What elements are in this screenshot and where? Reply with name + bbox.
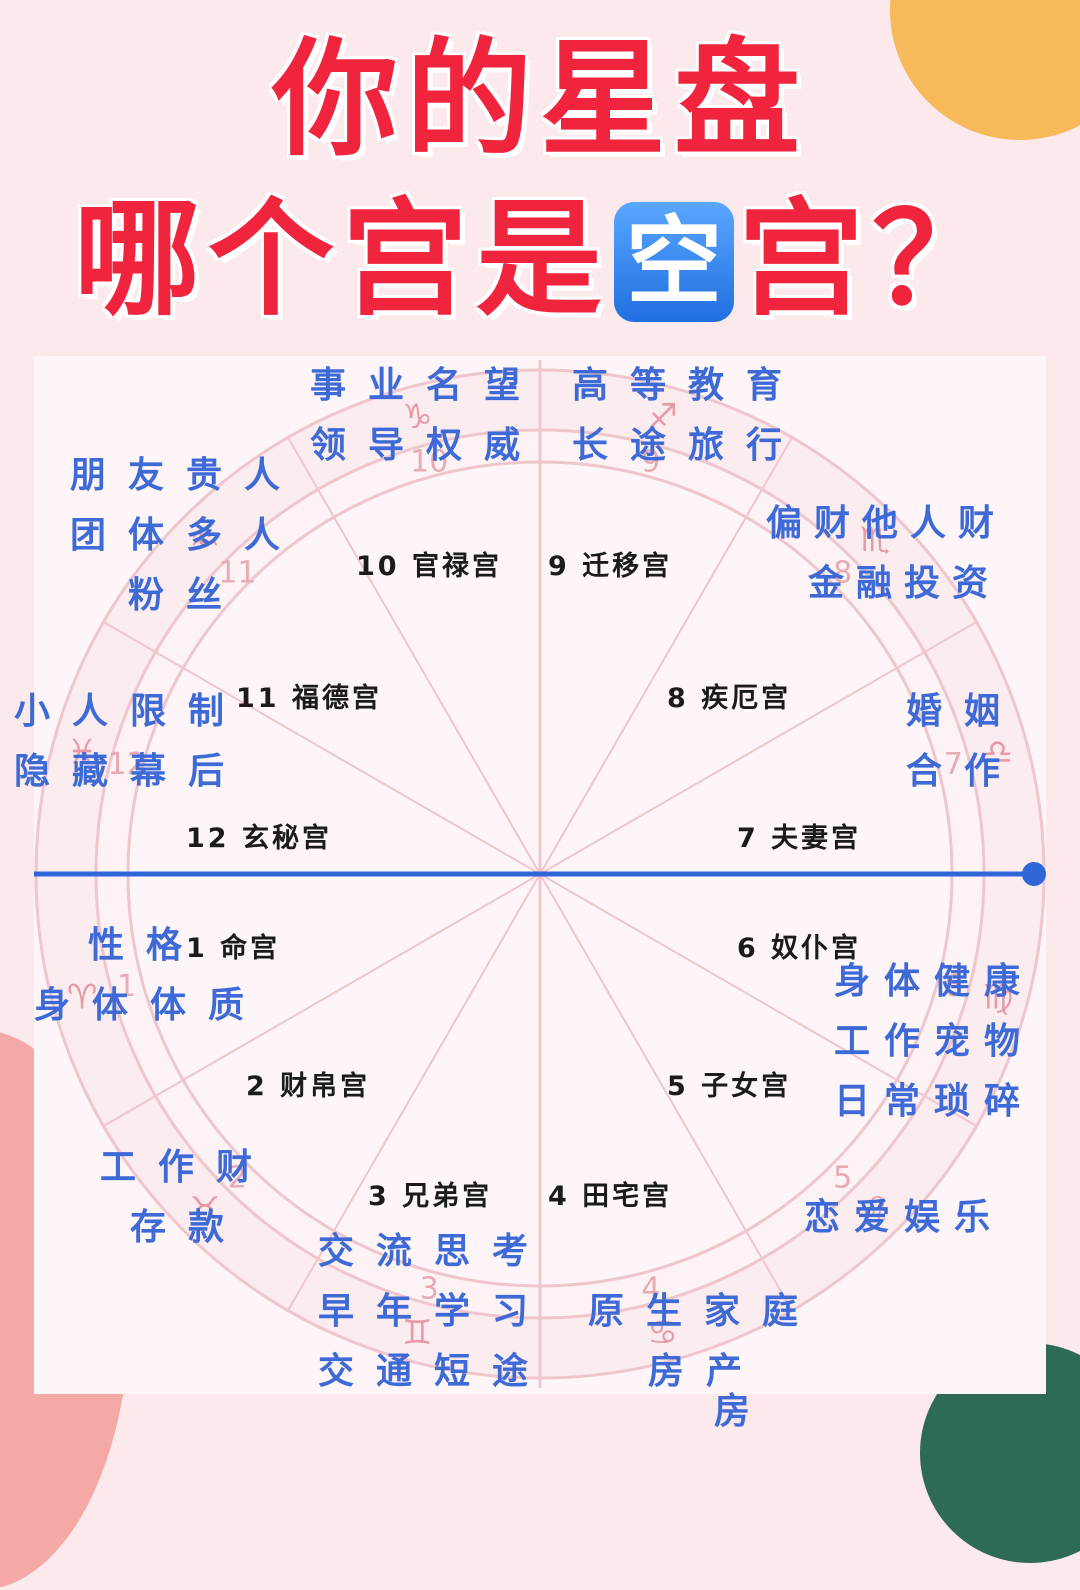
note-house-1-line-1: 性格 — [88, 925, 205, 966]
note-house-8-line-2: 金融投资 — [808, 563, 1001, 604]
note-house-4-line-2: 房产 — [648, 1351, 765, 1392]
note-house-8: 偏财他人财 金融投资 — [766, 494, 1006, 614]
house-label-12: 12 玄秘宫 — [186, 823, 332, 854]
house-cusp-line — [539, 873, 977, 1127]
note-house-3-line-2: 早年学习 — [318, 1291, 551, 1332]
note-house-9-line-2: 长途旅行 — [572, 425, 805, 466]
house-ring-number: 9 — [641, 445, 660, 480]
note-house-5: 恋爱娱乐 — [804, 1188, 1004, 1248]
note-house-11-line-2: 团体多人 — [70, 515, 303, 556]
house-cusp-line — [103, 873, 541, 1127]
zodiac-sign-icon: ♈ — [67, 978, 97, 1018]
note-house-1: 性格 身体体质 — [34, 916, 266, 1036]
note-house-6-line-3: 日常琐碎 — [834, 1081, 1035, 1122]
note-house-9: 高等教育 长途旅行 — [572, 356, 804, 476]
house-label-8: 8 疾厄宫 — [667, 683, 792, 714]
house-label-10: 10 官禄宫 — [356, 551, 502, 582]
zodiac-sign-icon: ♓ — [67, 732, 97, 772]
zodiac-sign-icon: ♍ — [983, 978, 1013, 1018]
house-cusp-line — [539, 621, 977, 875]
note-house-6: 身体健康 工作宠物 日常琐碎 — [834, 952, 1034, 1132]
house-ring-number: 1 — [117, 969, 136, 1004]
note-house-7-line-1: 婚姻 — [906, 691, 1023, 732]
note-house-1-line-2: 身体体质 — [34, 985, 267, 1026]
house-ring-number: 10 — [410, 445, 448, 480]
zodiac-sign-icon: ♐ — [647, 397, 677, 437]
note-house-2-line-2: 存款 — [130, 1207, 247, 1248]
house-cusp-line — [103, 621, 541, 875]
house-cusp-line — [287, 873, 541, 1311]
zodiac-sign-icon: ♏ — [860, 520, 890, 560]
axis-endpoint-dot — [1022, 862, 1046, 886]
note-house-10-line-1: 事业名望 — [310, 365, 543, 406]
note-house-3-line-1: 交流思考 — [318, 1231, 551, 1272]
title-line-2: 哪个宫是空宫？ — [0, 190, 1080, 330]
house-cusp-line — [287, 437, 541, 875]
chart-card: 1 ♈ 2 ♉ 3 ♊ 4 ♋ 5 ♌ 6 ♍ 7 ♎ 8 ♏ 9 ♐ 10 ♑ 11 ♒ 12 ♓ 1 命宫 2 财帛宫 3… — [34, 356, 1046, 1394]
empty-badge-icon: 空 — [614, 202, 734, 322]
title-line-2-prefix: 哪个宫是 — [74, 186, 610, 333]
note-house-11-line-3: 粉丝 — [128, 575, 245, 616]
house-label-6: 6 奴仆宫 — [737, 933, 862, 964]
note-house-5-line-1: 恋爱娱乐 — [804, 1197, 1005, 1238]
title-line-2-suffix: 宫？ — [738, 186, 1006, 333]
house-ring-number: 5 — [833, 1161, 852, 1196]
house-ring-number: 7 — [944, 747, 963, 782]
note-house-7: 婚姻 合作 — [906, 682, 1022, 802]
note-house-7-line-2: 合作 — [906, 751, 1023, 792]
note-house-9-line-1: 高等教育 — [572, 365, 805, 406]
note-house-2-line-1: 工作财 — [100, 1147, 275, 1188]
zodiac-sign-icon: ♌ — [860, 1190, 890, 1230]
note-house-11: 朋友贵人 团体多人 粉丝 — [70, 446, 302, 626]
house-ring-number: 4 — [641, 1271, 660, 1306]
note-house-2: 工作财 存款 — [100, 1138, 274, 1258]
note-house-3-line-3: 交通短途 — [318, 1351, 551, 1392]
zodiac-sign-icon: ♎ — [983, 732, 1013, 772]
note-house-10-line-2: 领导权威 — [310, 425, 543, 466]
house-label-2: 2 财帛宫 — [246, 1071, 371, 1102]
note-house-6-line-1: 身体健康 — [834, 961, 1035, 1002]
astrology-wheel: 1 ♈ 2♉ 3 ♊ 4 ♋ 5♌ 6 ♍ 7 ♎ 8♏ 9 ♐ 10 ♑ 11♒ 12 ♓ — [34, 360, 1046, 1388]
house-ring-number: 12 — [107, 747, 145, 782]
zodiac-sign-icon: ♊ — [402, 1313, 432, 1353]
note-house-11-line-1: 朋友贵人 — [70, 455, 303, 496]
title-line-1: 你的星盘 — [272, 26, 808, 173]
note-house-12: 小人限制 隐藏幕后 — [14, 682, 246, 802]
house-ring-number: 11 — [218, 555, 256, 590]
house-label-9: 9 迁移宫 — [548, 551, 673, 582]
note-house-4-line-3: 房 — [714, 1391, 773, 1432]
zodiac-sign-icon: ♑ — [402, 397, 432, 437]
house-label-4: 4 田宅宫 — [548, 1181, 673, 1212]
note-house-6-line-2: 工作宠物 — [834, 1021, 1035, 1062]
house-cusp-line — [539, 873, 793, 1311]
zodiac-sign-icon: ♋ — [647, 1313, 677, 1353]
house-cusp-line — [539, 437, 793, 875]
note-house-8-line-1: 偏财他人财 — [766, 503, 1007, 544]
zodiac-sign-icon: ♒ — [190, 520, 220, 560]
note-house-4-line-1: 原生家庭 — [588, 1291, 821, 1332]
note-house-10: 事业名望 领导权威 — [310, 356, 542, 476]
house-label-7: 7 夫妻宫 — [737, 823, 862, 854]
note-house-4: 原生家庭 房产 房 — [588, 1282, 820, 1442]
house-ring-number: 8 — [833, 555, 852, 590]
note-house-12-line-1: 小人限制 — [14, 691, 247, 732]
house-ring-number: 2 — [228, 1161, 247, 1196]
house-label-3: 3 兄弟宫 — [368, 1181, 493, 1212]
zodiac-sign-icon: ♉ — [190, 1190, 220, 1230]
house-ring-number: 3 — [420, 1271, 439, 1306]
house-label-11: 11 福德宫 — [236, 683, 382, 714]
house-ring-number: 6 — [944, 969, 963, 1004]
note-house-12-line-2: 隐藏幕后 — [14, 751, 247, 792]
house-label-5: 5 子女宫 — [667, 1071, 792, 1102]
note-house-3: 交流思考 早年学习 交通短途 — [318, 1222, 550, 1402]
house-label-1: 1 命宫 — [186, 933, 281, 964]
